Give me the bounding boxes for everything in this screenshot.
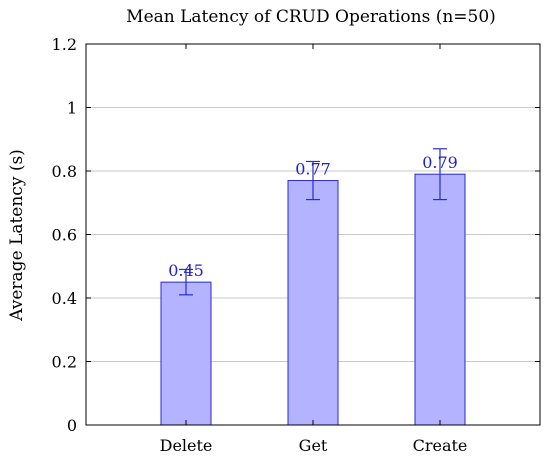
y-tick-label-6: 1.2 bbox=[52, 35, 77, 54]
labels: 0.45 0.77 0.79 0 0.2 0.4 0.6 0.8 1 1.2 Delete Get Cr… bbox=[52, 35, 468, 455]
y-tick-label-2: 0.4 bbox=[52, 289, 77, 308]
axes bbox=[85, 43, 541, 426]
bar-get bbox=[287, 180, 339, 426]
data-label-get: 0.77 bbox=[295, 160, 331, 179]
bars bbox=[160, 148, 466, 426]
bar-create bbox=[414, 173, 466, 426]
bar-delete bbox=[160, 281, 212, 426]
y-tick-label-3: 0.6 bbox=[52, 226, 77, 245]
y-tick-label-0: 0 bbox=[67, 416, 77, 435]
data-label-delete: 0.45 bbox=[168, 261, 204, 280]
y-tick-label-4: 0.8 bbox=[52, 162, 77, 181]
x-tick-label-delete: Delete bbox=[160, 436, 213, 455]
x-tick-label-create: Create bbox=[413, 436, 468, 455]
y-tick-label-5: 1 bbox=[67, 99, 77, 118]
y-tick-label-1: 0.2 bbox=[52, 353, 77, 372]
y-axis-label: Average Latency (s) bbox=[7, 149, 27, 322]
x-tick-label-get: Get bbox=[299, 436, 328, 455]
data-label-create: 0.79 bbox=[422, 153, 458, 172]
chart-title: Mean Latency of CRUD Operations (n=50) bbox=[126, 7, 496, 27]
